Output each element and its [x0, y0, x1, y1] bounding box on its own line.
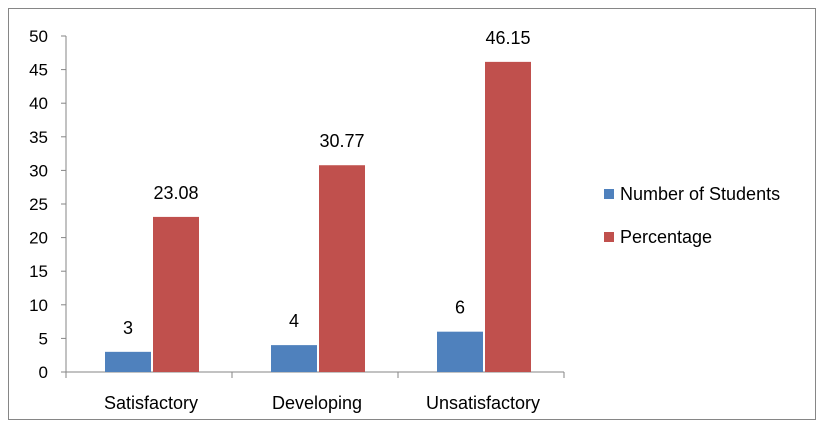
- y-tick-label: 15: [29, 262, 48, 281]
- data-label: 4: [289, 311, 299, 331]
- legend-label: Percentage: [620, 227, 712, 247]
- y-tick-label: 25: [29, 195, 48, 214]
- data-label: 6: [455, 298, 465, 318]
- data-label: 46.15: [485, 28, 530, 48]
- bar-percentage: [485, 61, 531, 372]
- y-tick-label: 30: [29, 161, 48, 180]
- data-label: 30.77: [319, 131, 364, 151]
- y-tick-label: 10: [29, 296, 48, 315]
- x-category-label: Unsatisfactory: [426, 393, 540, 413]
- y-tick-label: 5: [39, 329, 48, 348]
- bar-number-of-students: [105, 351, 151, 372]
- bar-percentage: [153, 216, 199, 372]
- legend-label: Number of Students: [620, 184, 780, 204]
- x-category-label: Developing: [272, 393, 362, 413]
- y-tick-label: 45: [29, 61, 48, 80]
- data-label: 23.08: [153, 183, 198, 203]
- bar-percentage: [319, 165, 365, 372]
- legend-swatch: [604, 189, 614, 199]
- chart-area: [8, 8, 816, 420]
- data-label: 3: [123, 318, 133, 338]
- y-tick-label: 35: [29, 128, 48, 147]
- bar-number-of-students: [271, 345, 317, 372]
- y-tick-label: 0: [39, 363, 48, 382]
- y-tick-label: 50: [29, 27, 48, 46]
- y-tick-label: 20: [29, 229, 48, 248]
- y-tick-label: 40: [29, 94, 48, 113]
- legend-swatch: [604, 232, 614, 242]
- bar-number-of-students: [437, 331, 483, 372]
- x-category-label: Satisfactory: [104, 393, 198, 413]
